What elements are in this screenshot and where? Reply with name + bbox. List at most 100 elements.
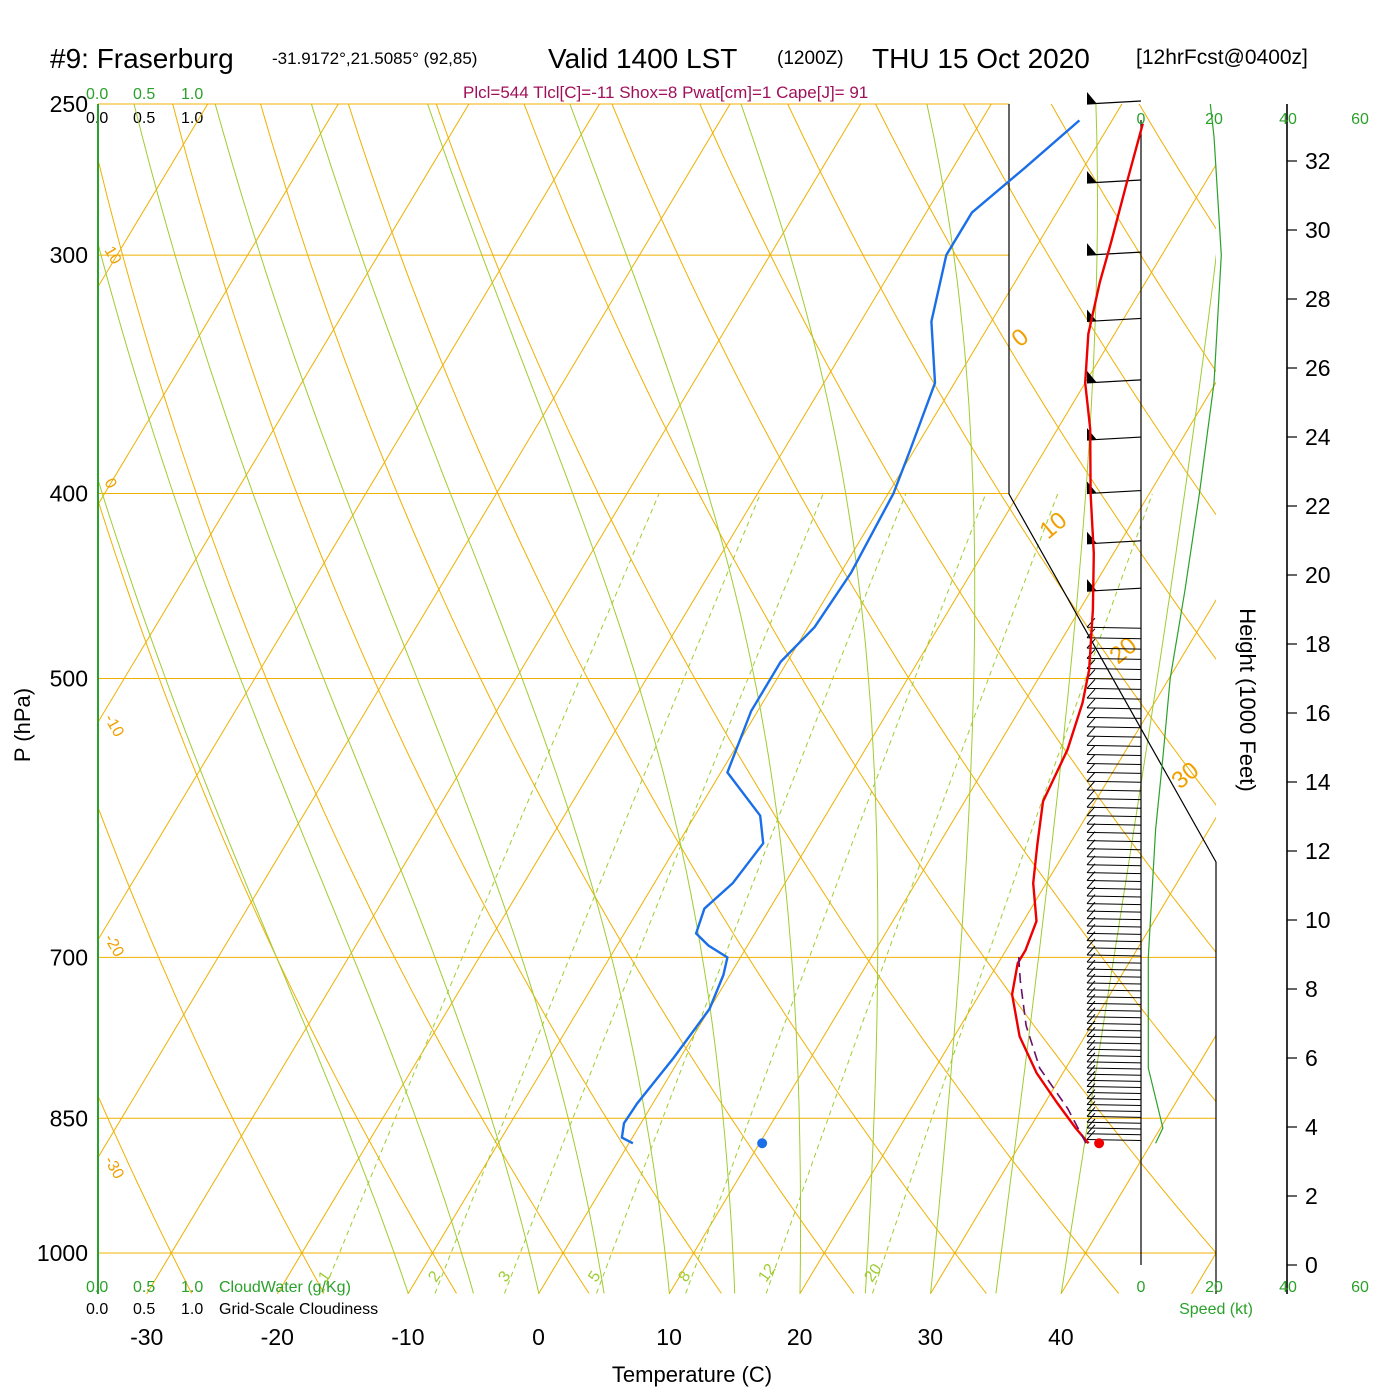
wind-barb-feather bbox=[1086, 878, 1096, 889]
wind-barb bbox=[1086, 887, 1142, 890]
mixing-ratio-label: 3 bbox=[495, 1268, 514, 1285]
wind-barb-feather bbox=[1086, 823, 1096, 833]
wind-barb-feather bbox=[1086, 994, 1096, 1004]
wind-barb bbox=[1086, 880, 1142, 883]
wind-barb-feather bbox=[1086, 831, 1096, 841]
height-tick-label: 14 bbox=[1305, 769, 1331, 795]
wind-barb-feather bbox=[1086, 797, 1096, 808]
wind-barb bbox=[1086, 1109, 1142, 1112]
wind-barb-flag bbox=[1087, 428, 1097, 441]
wind-barb-feather bbox=[1086, 780, 1096, 791]
pressure-tick-label: 400 bbox=[50, 481, 88, 507]
isotherm-line bbox=[146, 104, 862, 1294]
height-tick-label: 12 bbox=[1305, 838, 1331, 864]
wind-barb bbox=[1086, 780, 1142, 783]
height-tick-label: 32 bbox=[1305, 148, 1331, 174]
moist-adiabat bbox=[133, 104, 540, 1294]
wind-barb-feather bbox=[1086, 855, 1096, 866]
cloud-legend-bottom: 0.0 0.5 1.0 CloudWater (g/Kg) 0.0 0.5 1.… bbox=[86, 1279, 378, 1318]
height-tick-label: 16 bbox=[1305, 700, 1331, 726]
temperature-tick-label: -20 bbox=[261, 1324, 294, 1350]
dry-adiabat bbox=[260, 104, 855, 1294]
mixing-ratio-line bbox=[434, 494, 761, 1294]
wind-barb bbox=[1086, 697, 1142, 700]
wind-barb-flag bbox=[1087, 243, 1097, 256]
cloud-tick: 1.0 bbox=[181, 1279, 203, 1296]
wind-barb-feather bbox=[1086, 1064, 1096, 1075]
wind-barb-feather bbox=[1086, 763, 1096, 773]
wind-barb bbox=[1086, 1098, 1142, 1101]
wind-barb bbox=[1086, 1016, 1142, 1019]
temperature-tick-label: 40 bbox=[1048, 1324, 1074, 1350]
wind-barb-feather bbox=[1086, 1052, 1096, 1063]
wind-barb-flag bbox=[1087, 370, 1097, 383]
wind-barb bbox=[1086, 637, 1142, 640]
isotherm-line bbox=[1191, 1252, 1216, 1294]
wind-barb bbox=[1086, 806, 1142, 809]
wind-barb bbox=[1086, 996, 1142, 999]
zulu-time: (1200Z) bbox=[777, 48, 844, 69]
wind-barb-feather bbox=[1086, 931, 1096, 941]
dry-adiabat bbox=[874, 104, 1216, 660]
wind-barb-feather bbox=[1086, 717, 1096, 728]
pressure-tick-label: 700 bbox=[50, 944, 88, 970]
wind-barb-feather bbox=[1086, 806, 1096, 817]
valid-date: THU 15 Oct 2020 bbox=[872, 43, 1090, 74]
wind-barb-feather bbox=[1086, 1077, 1096, 1087]
isotherm-line bbox=[1060, 1034, 1216, 1294]
wind-barb bbox=[1086, 1002, 1142, 1005]
moist-adiabat bbox=[1060, 253, 1216, 1294]
height-tick-label: 4 bbox=[1305, 1114, 1318, 1140]
mixing-ratio-label: 2 bbox=[425, 1268, 444, 1285]
stability-indices: Plcl=544 Tlcl[C]=-11 Shox=8 Pwat[cm]=1 C… bbox=[463, 83, 868, 102]
wind-barb-feather bbox=[1086, 736, 1096, 746]
height-tick-label: 10 bbox=[1305, 907, 1331, 933]
pressure-axis: 250 300 400 500 700 850 1000 bbox=[37, 91, 88, 1266]
plot-frame bbox=[97, 104, 1288, 1294]
wind-barb bbox=[1086, 872, 1142, 875]
wind-barb bbox=[1086, 848, 1142, 851]
wind-barb-feather bbox=[1086, 688, 1096, 699]
wind-barb bbox=[1086, 1067, 1142, 1070]
wind-barb-feather bbox=[1086, 987, 1096, 998]
isotherm-line bbox=[668, 381, 1216, 1294]
wind-barb bbox=[1086, 1133, 1142, 1136]
wind-barb bbox=[1086, 895, 1142, 898]
wind-barb-feather bbox=[1086, 1112, 1096, 1123]
height-tick-label: 30 bbox=[1305, 217, 1331, 243]
speed-tick-label: 40 bbox=[1279, 111, 1297, 128]
mixing-ratio-label: 8 bbox=[675, 1268, 694, 1285]
wind-barb-feather bbox=[1086, 1046, 1096, 1056]
dry-adiabat bbox=[172, 104, 722, 1294]
height-tick-label: 0 bbox=[1305, 1252, 1318, 1278]
wind-barb bbox=[1086, 798, 1142, 801]
wind-barb bbox=[1086, 989, 1142, 992]
isotherm-line bbox=[276, 104, 992, 1294]
wind-barb-feather bbox=[1086, 789, 1096, 799]
moist-adiabat bbox=[427, 104, 736, 1294]
wind-barb bbox=[1086, 1048, 1142, 1051]
wind-barb bbox=[1086, 1104, 1142, 1107]
wind-barb bbox=[1086, 864, 1142, 867]
wind-barb bbox=[1086, 932, 1142, 935]
cloud-tick: 1.0 bbox=[181, 86, 203, 103]
wind-barb bbox=[1086, 667, 1142, 670]
wind-barb bbox=[1086, 961, 1142, 964]
speed-tick-label: 20 bbox=[1205, 1279, 1223, 1296]
isotherm-label: 0 bbox=[1007, 323, 1035, 352]
isotherm-line bbox=[98, 104, 600, 941]
wind-barb bbox=[1086, 1009, 1142, 1012]
cloudiness-tick: 0.5 bbox=[133, 1301, 155, 1318]
wind-barb-feather bbox=[1086, 945, 1096, 956]
dry-adiabat bbox=[98, 1094, 193, 1294]
wind-barb-feather bbox=[1086, 698, 1096, 709]
isotherm-line bbox=[407, 104, 1123, 1294]
isotherm-label: -30 bbox=[101, 1154, 127, 1183]
wind-barb-feather bbox=[1086, 1000, 1096, 1011]
mixing-ratio-line bbox=[322, 494, 660, 1294]
wind-barb bbox=[1086, 735, 1142, 738]
wind-barb-feather bbox=[1086, 1058, 1096, 1069]
wind-barb-feather bbox=[1086, 1118, 1096, 1129]
dewpoint-line bbox=[620, 119, 1081, 1145]
